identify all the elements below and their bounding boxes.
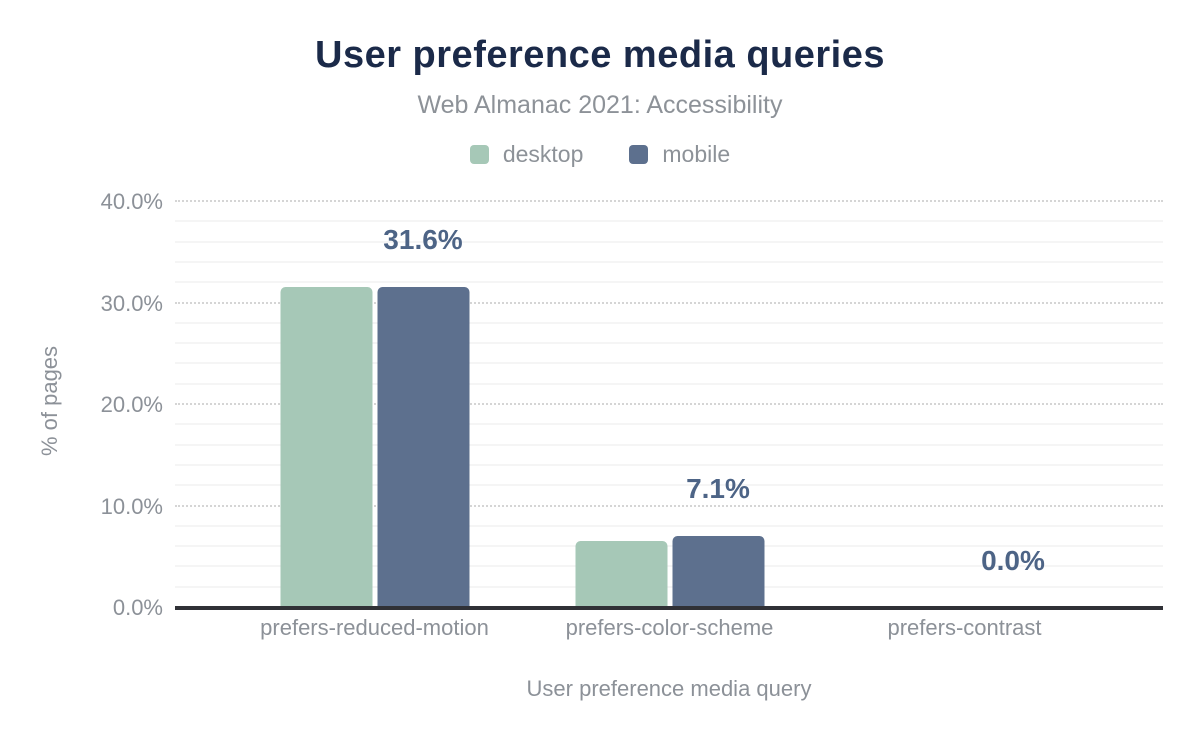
minor-gridline	[175, 463, 1163, 466]
bar-mobile-prefers-color-scheme[interactable]	[672, 535, 764, 608]
minor-gridline	[175, 260, 1163, 263]
bar-pair-prefers-color-scheme: 7.1%	[575, 474, 764, 608]
value-label-prefers-contrast: 0.0%	[981, 545, 1045, 576]
bar-group-prefers-contrast: 0.0%	[817, 195, 1112, 608]
y-axis-ticks: 0.0% 10.0% 20.0% 30.0% 40.0%	[0, 190, 163, 620]
minor-gridline	[175, 220, 1163, 223]
x-axis-labels: prefers-reduced-motion prefers-color-sche…	[227, 615, 1112, 641]
x-label-prefers-color-scheme: prefers-color-scheme	[565, 615, 774, 640]
x-label-prefers-contrast: prefers-contrast	[887, 615, 1042, 640]
major-gridline	[175, 403, 1163, 405]
chart-subtitle: Web Almanac 2021: Accessibility	[417, 91, 783, 119]
minor-gridline	[175, 423, 1163, 426]
y-tick-label: 10.0%	[100, 493, 163, 519]
minor-gridline	[175, 240, 1163, 243]
bar-desktop-prefers-color-scheme[interactable]	[575, 541, 667, 608]
minor-gridline	[175, 321, 1163, 324]
minor-gridline	[175, 565, 1163, 568]
chart-title: User preference media queries	[315, 34, 885, 76]
bar-pair-prefers-reduced-motion: 31.6%	[280, 226, 469, 608]
legend-label-mobile: mobile	[662, 141, 731, 167]
y-tick-label: 30.0%	[100, 290, 163, 316]
legend: desktop mobile	[0, 141, 1200, 168]
bar-group-prefers-reduced-motion: 31.6%	[227, 195, 522, 608]
y-tick-label: 20.0%	[100, 392, 163, 417]
y-tick-label: 40.0%	[100, 189, 163, 214]
minor-gridline	[175, 484, 1163, 487]
bar-desktop-prefers-reduced-motion[interactable]	[280, 287, 372, 608]
bar-groups: 31.6% 7.1% 0.0%	[227, 195, 1112, 608]
minor-gridline	[175, 342, 1163, 345]
major-gridline	[175, 200, 1163, 202]
value-label-prefers-reduced-motion: 31.6%	[383, 224, 463, 256]
minor-gridline	[175, 524, 1163, 527]
major-gridline	[175, 504, 1163, 507]
bar-mobile-prefers-reduced-motion[interactable]	[377, 287, 469, 608]
x-axis-title: User preference media query	[526, 676, 812, 701]
minor-gridline	[175, 545, 1163, 548]
value-label-prefers-color-scheme: 7.1%	[686, 472, 750, 504]
plot-area: 31.6% 7.1% 0.0%	[175, 195, 1163, 608]
bar-group-prefers-color-scheme: 7.1%	[522, 195, 817, 608]
minor-gridline	[175, 362, 1163, 365]
legend-item-mobile[interactable]: mobile	[629, 141, 730, 168]
minor-gridline	[175, 281, 1163, 284]
desktop-legend-swatch-icon	[469, 145, 489, 164]
x-label-prefers-reduced-motion: prefers-reduced-motion	[260, 615, 489, 640]
mobile-legend-swatch-icon	[629, 145, 649, 164]
minor-gridline	[175, 382, 1163, 385]
minor-gridline	[175, 443, 1163, 446]
legend-item-desktop[interactable]: desktop	[469, 141, 584, 168]
minor-gridline	[175, 585, 1163, 588]
major-gridline	[175, 301, 1163, 304]
legend-label-desktop: desktop	[502, 141, 584, 167]
x-axis-line	[175, 606, 1163, 610]
y-tick-label: 0.0%	[112, 595, 163, 620]
